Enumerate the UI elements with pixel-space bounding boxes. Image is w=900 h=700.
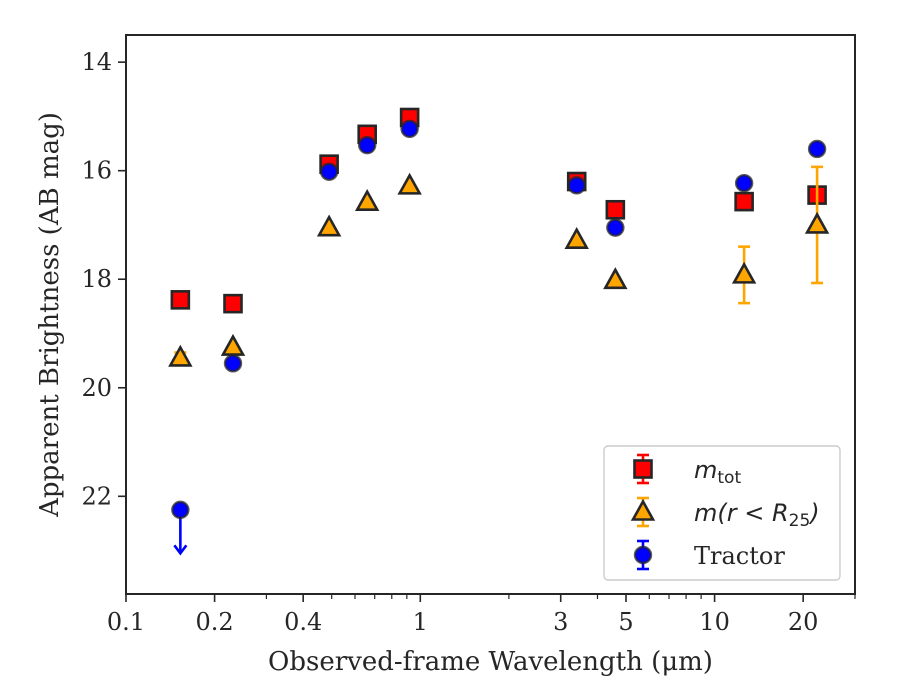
y-tick-label: 22 [81, 482, 112, 510]
legend-marker [633, 545, 653, 565]
series-layer [168, 107, 830, 556]
x-tick-label: 20 [788, 608, 819, 636]
plot-frame [125, 34, 856, 595]
y-tick-label: 18 [81, 265, 112, 293]
x-tick-label: 0.1 [107, 608, 145, 636]
legend-label: mtot [694, 456, 741, 488]
data-point [606, 218, 625, 237]
series-2 [171, 119, 827, 556]
data-point [400, 119, 419, 139]
data-point [734, 173, 754, 193]
x-tick-label: 10 [699, 608, 730, 636]
data-point [168, 344, 193, 367]
data-point [605, 199, 626, 220]
y-axis-label: Apparent Brightness (AB mag) [35, 112, 65, 518]
data-point [357, 135, 377, 155]
legend-box [603, 445, 841, 581]
x-tick-label: 0.2 [196, 608, 234, 636]
data-point [731, 261, 757, 284]
legend-marker [630, 498, 656, 521]
upper-limit-arrow-head [173, 544, 188, 556]
data-point [564, 226, 589, 249]
legend: mtot m(r < R25) Tractor [603, 445, 841, 581]
legend-marker [633, 459, 653, 479]
x-tick-label: 3 [553, 608, 568, 636]
y-tick-label: 16 [81, 157, 112, 185]
data-point [807, 139, 827, 159]
legend-label-main: m [694, 456, 717, 484]
data-point [397, 172, 422, 195]
x-tick-label: 5 [618, 608, 633, 636]
legend-label-subscript: tot [717, 468, 741, 488]
data-point [603, 267, 628, 290]
legend-label: m(r < R25) [694, 499, 820, 531]
y-axis: 14 16 18 20 22 [81, 48, 126, 510]
legend-label-subscript: 25 [789, 511, 811, 531]
data-point [567, 176, 586, 195]
x-axis-label: Observed-frame Wavelength (μm) [268, 647, 713, 677]
data-point [319, 162, 339, 181]
x-tick-label: 0.4 [284, 608, 322, 636]
y-tick-label: 14 [81, 48, 112, 76]
data-point [354, 188, 380, 211]
x-tick-label: 1 [413, 608, 428, 636]
legend-label-main: m(r < R [694, 499, 789, 527]
legend-entry: mtot [633, 453, 741, 488]
y-tick-label: 20 [81, 374, 112, 402]
data-point [170, 290, 191, 310]
data-point [171, 500, 190, 520]
data-point [804, 211, 830, 234]
legend-entry: Tractor [633, 539, 785, 571]
legend-label-tail: ) [808, 499, 819, 527]
legend-entry: m(r < R25) [630, 496, 820, 531]
legend-label: Tractor [694, 542, 785, 570]
data-point [223, 354, 243, 373]
data-point [734, 191, 754, 212]
data-point [223, 293, 243, 314]
data-point [316, 214, 342, 237]
x-axis: 0.1 0.2 0.4 1 3 5 10 20 [107, 594, 856, 636]
series-1 [168, 165, 830, 367]
legend-label-main: Tractor [694, 542, 785, 570]
